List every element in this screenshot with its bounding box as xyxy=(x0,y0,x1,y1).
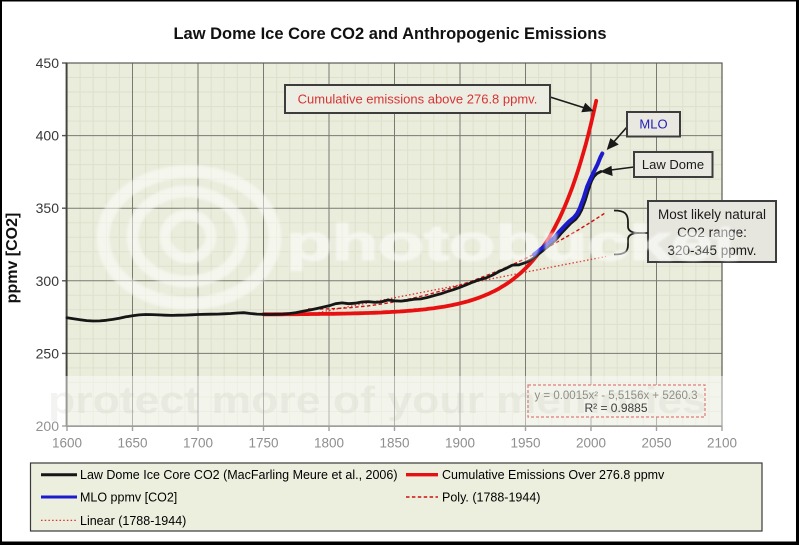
svg-text:Most likely natural: Most likely natural xyxy=(658,207,766,222)
svg-text:1650: 1650 xyxy=(117,436,147,451)
svg-text:Law Dome: Law Dome xyxy=(642,157,704,172)
svg-text:ppmv [CO2]: ppmv [CO2] xyxy=(4,213,21,304)
svg-text:2000: 2000 xyxy=(576,436,606,451)
svg-text:1700: 1700 xyxy=(183,436,213,451)
svg-text:400: 400 xyxy=(36,128,60,144)
svg-text:1900: 1900 xyxy=(445,436,475,451)
svg-text:MLO ppmv [CO2]: MLO ppmv [CO2] xyxy=(80,491,177,505)
svg-text:y = 0.0015x² - 5,5156x + 5260.: y = 0.0015x² - 5,5156x + 5260.3 xyxy=(534,390,697,402)
svg-text:Poly. (1788-1944): Poly. (1788-1944) xyxy=(442,491,540,505)
svg-text:300: 300 xyxy=(36,273,60,289)
svg-text:1800: 1800 xyxy=(314,436,344,451)
svg-text:1600: 1600 xyxy=(52,436,82,451)
svg-text:350: 350 xyxy=(36,200,60,216)
svg-text:R² = 0.9885: R² = 0.9885 xyxy=(584,401,647,415)
svg-text:CO2 range:: CO2 range: xyxy=(677,225,747,240)
svg-text:Law Dome Ice Core CO2 (MacFarl: Law Dome Ice Core CO2 (MacFarling Meure … xyxy=(80,468,398,482)
svg-text:Cumulative emissions above 276: Cumulative emissions above 276.8 ppmv. xyxy=(298,92,538,107)
svg-text:1950: 1950 xyxy=(510,436,540,451)
svg-text:250: 250 xyxy=(36,345,60,361)
svg-text:protect more of your memories: protect more of your memories xyxy=(48,380,707,422)
svg-text:Law Dome Ice Core CO2 and Anth: Law Dome Ice Core CO2 and Anthropogenic … xyxy=(173,25,606,43)
svg-text:450: 450 xyxy=(36,55,60,71)
svg-text:2100: 2100 xyxy=(707,436,737,451)
svg-text:2050: 2050 xyxy=(641,436,671,451)
svg-text:Linear (1788-1944): Linear (1788-1944) xyxy=(80,514,186,528)
svg-text:photobucket: photobucket xyxy=(286,215,739,271)
svg-text:1850: 1850 xyxy=(379,436,409,451)
svg-text:320-345 ppmv.: 320-345 ppmv. xyxy=(667,243,756,258)
svg-text:Cumulative Emissions Over 276.: Cumulative Emissions Over 276.8 ppmv xyxy=(442,468,665,482)
svg-text:200: 200 xyxy=(36,418,60,434)
svg-text:1750: 1750 xyxy=(248,436,278,451)
svg-text:MLO: MLO xyxy=(639,117,667,132)
